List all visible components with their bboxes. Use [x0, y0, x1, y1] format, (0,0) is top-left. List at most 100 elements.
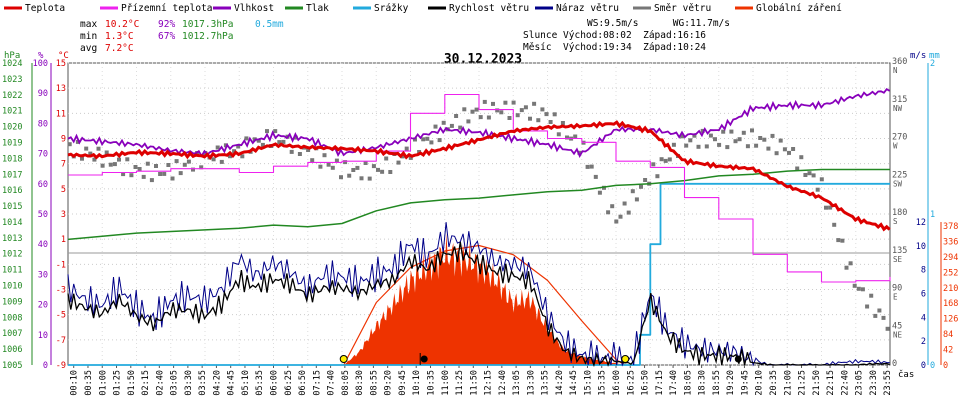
series-wind-direction-point	[289, 149, 294, 154]
legend-label: Globální záření	[756, 3, 842, 14]
series-wind-direction-point	[96, 146, 101, 151]
x-tick-label: 05:10	[241, 370, 251, 396]
series-wind-direction-point	[758, 136, 763, 140]
tick-pct: 30	[38, 270, 48, 280]
axis-unit-ms: m/s	[910, 51, 926, 61]
tick-hpa: 1008	[2, 313, 22, 323]
stats-avg-label: avg	[80, 43, 97, 54]
series-global-radiation	[343, 233, 625, 365]
series-wind-direction-point	[84, 146, 89, 151]
x-tick-label: 03:05	[170, 370, 180, 396]
tick-wm: 252	[943, 268, 958, 278]
stats-max-rain: 0.5mm	[255, 19, 284, 30]
series-wind-direction-point	[663, 158, 668, 163]
series-wind-direction-point	[511, 100, 516, 105]
series-wind-direction-point	[795, 166, 800, 171]
series-wind-direction-point	[733, 139, 738, 144]
tick-mm: 2	[930, 59, 935, 69]
tick-celsius: -7	[56, 336, 66, 346]
legend-item-naraz-vetru: Náraz větru	[535, 3, 619, 14]
series-wind-direction-point	[211, 157, 216, 162]
x-tick-label: 10:10	[412, 370, 422, 396]
tick-hpa: 1019	[2, 138, 22, 148]
series-wind-direction-point	[606, 210, 611, 215]
tick-wm: 0	[943, 361, 948, 371]
series-wind-direction-point	[478, 115, 483, 120]
series-wind-direction-point	[293, 135, 298, 140]
series-wind-direction-point	[844, 265, 849, 270]
tick-celsius: -9	[56, 361, 66, 371]
series-wind-direction-point	[191, 167, 195, 172]
series-wind-direction-point	[799, 155, 804, 160]
series-wind-direction-point	[856, 286, 861, 291]
series-wind-direction-point	[343, 160, 348, 165]
x-tick-label: 01:25	[113, 370, 123, 396]
x-tick-label: 08:05	[341, 370, 351, 396]
info-moon: Měsíc Východ:19:34 Západ:10:24	[523, 42, 706, 53]
series-wind-direction-point	[881, 315, 886, 320]
series-wind-direction-point	[840, 238, 845, 243]
tick-pct: 100	[33, 59, 48, 69]
x-tick-label: 12:40	[498, 370, 508, 396]
series-wind-direction-point	[359, 176, 364, 181]
series-wind-direction-point	[688, 138, 693, 143]
legend-item-teplota: Teplota	[4, 3, 65, 14]
legend: Teplota Přízemní teplota Vlhkost Tlak Sr…	[4, 3, 842, 14]
series-wind-direction-point	[449, 123, 454, 128]
series-wind-direction-point	[223, 143, 228, 148]
x-tick-label: 03:30	[184, 370, 194, 396]
tick-dir: N	[893, 66, 898, 75]
series-wind-direction-point	[117, 157, 121, 162]
tick-hpa: 1022	[2, 91, 22, 101]
x-tick-label: 06:50	[298, 370, 308, 396]
x-axis: 00:10 00:35 01:00 01:25 01:50 02:15 02:40 03:05…	[70, 365, 893, 396]
tick-dir: NE	[893, 330, 903, 339]
x-tick-label: 15:10	[583, 370, 593, 396]
series-wind-direction-point	[149, 178, 154, 183]
series-wind-direction-point	[306, 148, 311, 152]
series-wind-direction-point	[158, 172, 163, 176]
series-wind-direction-point	[639, 184, 643, 189]
series-wind-direction-point	[297, 152, 302, 156]
series-wind-direction-point	[347, 173, 352, 178]
series-wind-direction-point	[458, 125, 463, 130]
series-ground-temperature	[68, 93, 891, 283]
series-wind-direction-point	[265, 129, 269, 134]
series-wind-direction-point	[495, 108, 500, 113]
series-wind-direction-point	[536, 118, 541, 123]
series-wind-direction-point	[396, 160, 401, 165]
tick-ms: 0	[921, 361, 926, 371]
series-wind-direction-point	[515, 113, 520, 118]
tick-dir: SW	[893, 179, 903, 188]
series-wind-direction-point	[577, 150, 582, 155]
x-tick-label: 03:55	[198, 370, 208, 396]
x-tick-label: 11:25	[455, 370, 465, 396]
series-wind-direction-point	[791, 147, 796, 151]
series-wind-direction-point	[704, 144, 709, 149]
stats-max-press: 1017.3hPa	[182, 19, 233, 30]
series-wind-direction-point	[519, 108, 524, 113]
series-wind-direction-point	[556, 132, 561, 137]
sunrise-marker	[339, 355, 348, 363]
x-tick-label: 13:05	[512, 370, 522, 396]
x-tick-label: 00:35	[84, 370, 94, 396]
series-wind-direction-point	[614, 219, 619, 224]
tick-celsius: 15	[56, 59, 66, 69]
tick-dir: W	[893, 142, 898, 151]
tick-celsius: -5	[56, 311, 66, 321]
tick-celsius: 11	[56, 109, 66, 119]
moonrise-marker	[734, 355, 742, 363]
series-wind-direction-point	[717, 142, 722, 147]
series-wind-direction-point	[626, 210, 631, 215]
tick-dir: SE	[893, 255, 903, 264]
tick-celsius: 9	[61, 135, 66, 145]
x-tick-label: 19:45	[740, 370, 750, 396]
series-wind-direction-point	[544, 112, 549, 117]
legend-label: Vlhkost	[234, 3, 274, 14]
x-tick-label: 02:15	[141, 370, 151, 396]
series-wind-direction-point	[766, 146, 771, 151]
tick-dir: NW	[893, 104, 903, 113]
tick-pct: 50	[38, 210, 48, 220]
series-wind-direction-point	[811, 173, 816, 178]
series-wind-direction-point	[104, 150, 109, 155]
